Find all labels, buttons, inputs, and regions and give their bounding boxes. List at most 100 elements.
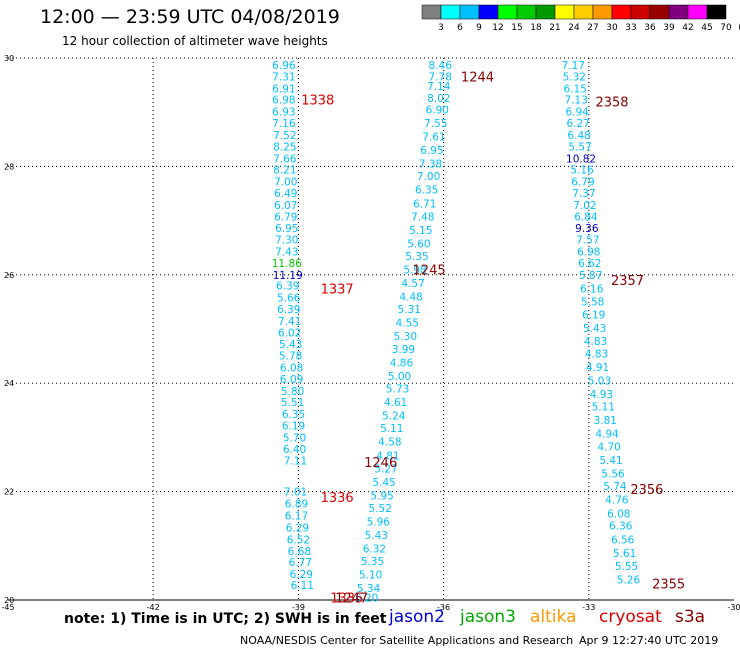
pass-time-label: 1244 xyxy=(461,70,494,85)
colorbar-swatch xyxy=(687,4,708,20)
wave-height-label: 5.34 xyxy=(357,583,381,595)
pass-time-label: 1245 xyxy=(413,263,446,278)
wave-height-label: 6.36 xyxy=(609,521,633,533)
wave-height-label: 4.48 xyxy=(399,291,422,303)
wave-height-label: 4.86 xyxy=(390,358,414,370)
wave-height-label: 7.16 xyxy=(272,118,296,130)
wave-height-label: 4.76 xyxy=(605,495,629,507)
wave-height-label: 8.46 xyxy=(429,60,453,72)
colorbar-swatch xyxy=(535,4,556,20)
wave-height-label: 7.17 xyxy=(562,60,585,72)
wave-height-label: 5.58 xyxy=(581,296,604,308)
pass-time-label: 1246 xyxy=(364,456,397,471)
wave-height-label: 6.77 xyxy=(289,557,312,569)
colorbar-swatch xyxy=(516,4,537,20)
wave-height-label: 6.29 xyxy=(290,569,313,581)
credit-source: NOAA/NESDIS Center for Satellite Applica… xyxy=(240,634,574,647)
wave-height-label: 5.00 xyxy=(388,371,411,383)
wave-height-label: 5.35 xyxy=(361,556,384,568)
wave-height-label: 11.19 xyxy=(273,270,303,282)
wave-height-label: 6.71 xyxy=(413,198,436,210)
pass-time-label: 1247 xyxy=(335,591,368,606)
wave-height-label: 5.15 xyxy=(409,225,432,237)
pass-time-label: 2356 xyxy=(630,483,663,498)
pass-time-label: 2355 xyxy=(652,578,685,593)
x-tick-label: -42 xyxy=(147,603,160,612)
wave-height-label: 6.68 xyxy=(288,546,311,558)
x-tick-label: -33 xyxy=(582,603,595,612)
pass-time-label: 2357 xyxy=(611,274,644,289)
wave-height-label: 6.07 xyxy=(274,200,297,212)
colorbar-label: 39 xyxy=(663,23,675,33)
legend-altika: altika xyxy=(530,607,577,627)
pass-time-label: 1336 xyxy=(321,491,354,506)
wave-height-label: 4.83 xyxy=(585,348,608,360)
colorbar-label: 70 xyxy=(720,23,732,33)
wave-height-label: 7.61 xyxy=(422,132,445,144)
wave-height-label: 11.86 xyxy=(272,258,302,270)
wave-height-label: 5.60 xyxy=(407,238,430,250)
wave-height-label: 4.93 xyxy=(590,389,613,401)
wave-height-label: 5.16 xyxy=(570,165,594,177)
pass-time-label: 1335 xyxy=(330,591,363,606)
colorbar-swatch xyxy=(459,4,480,20)
colorbar-label: 30 xyxy=(606,23,618,33)
wave-height-label: 7.57 xyxy=(576,235,599,247)
chart-title: 12:00 — 23:59 UTC 04/08/2019 xyxy=(40,6,340,28)
colorbar-label: 6 xyxy=(457,23,463,33)
wave-height-label: 6.15 xyxy=(564,83,587,95)
colorbar-label: 15 xyxy=(511,23,522,33)
wave-height-label: 5.57 xyxy=(568,141,591,153)
wave-height-label: 5.70 xyxy=(283,432,306,444)
colorbar-swatch xyxy=(440,4,461,20)
wave-height-label: 3.99 xyxy=(392,344,415,356)
wave-height-label: 5.98 xyxy=(403,264,426,276)
wave-height-label: 6.09 xyxy=(280,374,303,386)
legend-cryosat: cryosat xyxy=(599,607,662,627)
colorbar-label: 21 xyxy=(549,23,560,33)
wave-height-label: 7.37 xyxy=(572,188,595,200)
wave-height-label: 5.11 xyxy=(592,402,615,414)
wave-height-label: 5.61 xyxy=(613,548,636,560)
colorbar-swatch xyxy=(497,4,518,20)
wave-height-label: 4.81 xyxy=(376,450,399,462)
chart-subtitle: 12 hour collection of altimeter wave hei… xyxy=(62,34,328,48)
wave-height-label: 5.51 xyxy=(281,397,304,409)
wave-height-label: 4.94 xyxy=(595,429,619,441)
wave-height-label: 7.48 xyxy=(411,211,434,223)
colorbar-label: 12 xyxy=(492,23,503,33)
units-note: note: 1) Time is in UTC; 2) SWH is in fe… xyxy=(64,611,387,627)
wave-height-label: 6.39 xyxy=(277,304,300,316)
wave-height-label: 6.84 xyxy=(574,211,598,223)
wave-height-label: 5.24 xyxy=(382,411,406,423)
legend-s3a: s3a xyxy=(675,607,706,627)
wave-height-label: 4.83 xyxy=(584,336,607,348)
wave-height-label: 6.17 xyxy=(285,510,308,522)
wave-height-label: 6.11 xyxy=(291,580,314,592)
y-tick-label: 28 xyxy=(4,162,14,171)
colorbar-label: 3 xyxy=(438,23,444,33)
wave-height-label: 4.91 xyxy=(586,362,609,374)
wave-height-label: 7.31 xyxy=(272,71,295,83)
colorbar-swatch xyxy=(478,4,499,20)
wave-height-label: 6.91 xyxy=(272,83,295,95)
wave-height-label: 6.16 xyxy=(580,283,604,295)
pass-time-label: 1337 xyxy=(321,282,354,297)
data-labels: 6.967.316.916.986.937.167.528.257.668.21… xyxy=(272,60,641,604)
wave-height-label: 6.89 xyxy=(285,499,308,511)
wave-height-label: 6.02 xyxy=(278,327,301,339)
colorbar-swatch xyxy=(554,4,575,20)
wave-height-label: 8.25 xyxy=(273,141,296,153)
wave-height-label: 7.78 xyxy=(429,71,452,83)
wave-height-label: 7.01 xyxy=(284,487,307,499)
wave-height-label: 4.57 xyxy=(401,278,424,290)
wave-height-label: 5.03 xyxy=(588,375,611,387)
pass-time-label: 2358 xyxy=(595,95,628,110)
wave-height-label: 5.52 xyxy=(369,503,392,515)
wave-height-label: 6.40 xyxy=(283,444,306,456)
wave-height-label: 7.41 xyxy=(278,316,301,328)
wave-height-label: 5.96 xyxy=(367,516,391,528)
wave-height-label: 5.80 xyxy=(281,386,304,398)
wave-height-label: 5.87 xyxy=(579,270,602,282)
wave-height-label: 6.94 xyxy=(565,107,589,119)
